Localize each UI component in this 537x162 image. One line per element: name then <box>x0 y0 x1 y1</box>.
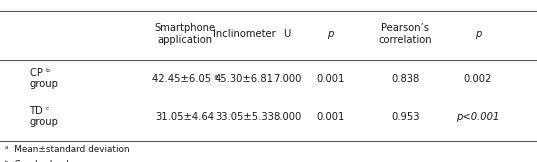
Text: TD ᶜ
group: TD ᶜ group <box>30 106 59 127</box>
Text: Pearson’s
correlation: Pearson’s correlation <box>379 23 432 45</box>
Text: 8.000: 8.000 <box>273 112 301 122</box>
Text: CP ᵇ
group: CP ᵇ group <box>30 68 59 89</box>
Text: ᵇ  Cerebral palsy: ᵇ Cerebral palsy <box>5 160 79 162</box>
Text: 45.30±6.81: 45.30±6.81 <box>215 74 274 84</box>
Text: 0.953: 0.953 <box>391 112 420 122</box>
Text: U: U <box>284 29 291 39</box>
Text: 33.05±5.33: 33.05±5.33 <box>215 112 274 122</box>
Text: 31.05±4.64: 31.05±4.64 <box>156 112 215 122</box>
Text: ᵃ  Mean±standard deviation: ᵃ Mean±standard deviation <box>5 145 130 154</box>
Text: Inclinometer: Inclinometer <box>213 29 275 39</box>
Text: 42.45±6.05 ᵃ: 42.45±6.05 ᵃ <box>152 74 219 84</box>
Text: 0.001: 0.001 <box>316 74 344 84</box>
Text: p: p <box>475 29 481 39</box>
Text: 0.002: 0.002 <box>464 74 492 84</box>
Text: 0.838: 0.838 <box>391 74 419 84</box>
Text: Smartphone
application: Smartphone application <box>155 23 216 45</box>
Text: 7.000: 7.000 <box>273 74 301 84</box>
Text: p<0.001: p<0.001 <box>456 112 499 122</box>
Text: p: p <box>327 29 333 39</box>
Text: 0.001: 0.001 <box>316 112 344 122</box>
